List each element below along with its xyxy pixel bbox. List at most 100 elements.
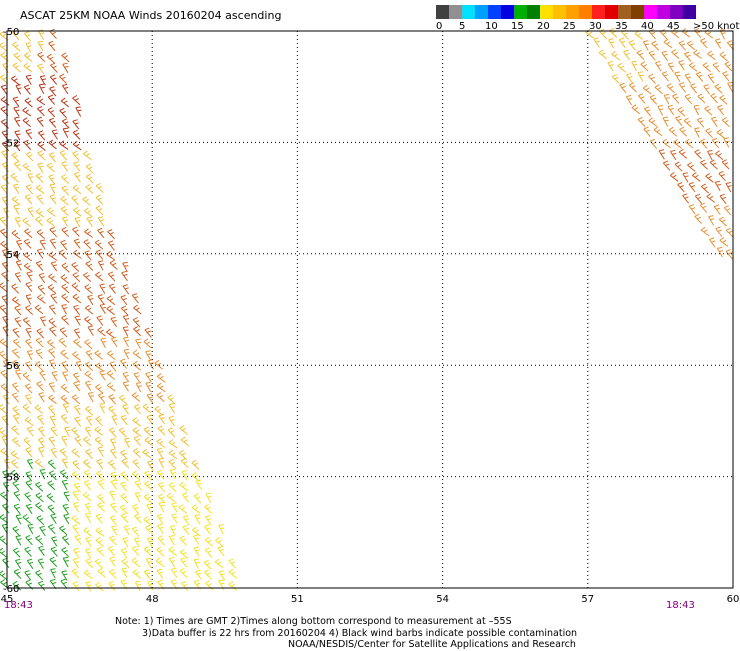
wind-barb [120, 512, 129, 523]
wind-barb [48, 348, 56, 359]
wind-barb [0, 404, 7, 414]
wind-barb [13, 106, 20, 117]
wind-barb [133, 448, 141, 459]
wind-barb [48, 152, 57, 163]
wind-barb [677, 106, 686, 117]
wind-barb [0, 228, 8, 239]
wind-barb [143, 546, 153, 556]
wind-barb [73, 249, 82, 259]
wind-barb [143, 338, 152, 349]
latitude-label: -54 [3, 250, 19, 261]
legend-label: 25 [563, 21, 576, 32]
wind-barb [723, 205, 732, 216]
wind-barb [169, 525, 177, 536]
wind-barb [22, 372, 31, 382]
wind-barb [14, 217, 21, 228]
wind-barb [631, 60, 638, 71]
wind-barb [678, 82, 686, 93]
wind-barb [49, 86, 57, 97]
wind-barb [97, 567, 106, 578]
wind-barb [61, 226, 70, 238]
wind-barb [96, 315, 104, 326]
wind-barb [36, 95, 46, 106]
wind-barb [61, 361, 69, 372]
wind-barb [25, 294, 32, 305]
wind-barb [72, 119, 80, 130]
wind-barb [85, 448, 93, 459]
wind-barb [95, 537, 105, 547]
wind-barb [12, 580, 22, 591]
wind-barb [143, 516, 153, 526]
wind-barb [85, 260, 94, 271]
wind-barb [182, 524, 190, 536]
wind-barb [60, 239, 68, 251]
wind-barb [651, 40, 660, 51]
wind-barb [725, 227, 734, 238]
wind-barb [204, 536, 213, 547]
wind-barb [75, 106, 82, 117]
wind-barb [723, 137, 730, 148]
wind-barb [667, 62, 675, 73]
wind-barb [178, 504, 188, 514]
wind-barb [60, 349, 69, 360]
wind-barb [168, 458, 177, 470]
wind-barb [143, 493, 153, 504]
wind-barb [693, 49, 703, 59]
wind-barb [671, 28, 680, 39]
wind-barb [83, 527, 92, 537]
wind-barb [39, 75, 47, 86]
wind-barb [97, 326, 106, 337]
wind-barb [23, 238, 32, 249]
wind-barb [204, 503, 213, 514]
wind-barb [61, 216, 69, 227]
wind-barb [12, 62, 21, 73]
wind-barb [688, 204, 696, 215]
wind-barb [61, 185, 70, 196]
wind-barb [181, 492, 189, 503]
wind-barb [146, 393, 154, 404]
legend-swatch [644, 5, 657, 19]
wind-barb [38, 130, 46, 141]
wind-barb [120, 294, 128, 306]
wind-barb [704, 105, 713, 116]
wind-barb [25, 327, 32, 339]
wind-barb [60, 97, 70, 108]
wind-barb [38, 272, 46, 284]
wind-barb [25, 281, 33, 293]
wind-barb [48, 470, 57, 481]
wind-barb [24, 97, 33, 108]
wind-barb [617, 62, 626, 73]
wind-barb [111, 525, 118, 536]
wind-barb [0, 184, 8, 195]
wind-barb [72, 351, 81, 361]
note-line-3: NOAA/NESDIS/Center for Satellite Applica… [288, 639, 576, 650]
wind-barb [204, 524, 211, 535]
wind-barb [156, 382, 166, 393]
wind-barb [122, 261, 129, 273]
wind-barb [118, 394, 128, 405]
longitude-label: 54 [436, 594, 449, 605]
wind-barb [631, 104, 641, 115]
wind-barb [107, 271, 116, 282]
wind-barb [0, 118, 10, 129]
wind-barb [85, 415, 93, 426]
wind-barb [49, 183, 56, 194]
wind-barb [108, 394, 116, 405]
wind-barb [2, 315, 9, 326]
wind-barb [707, 50, 716, 61]
wind-barb [121, 567, 128, 578]
wind-barb [133, 326, 142, 337]
wind-barb [653, 126, 663, 137]
legend-swatch [579, 5, 592, 19]
wind-barb [36, 328, 45, 339]
wind-barb [10, 469, 20, 480]
wind-barb [133, 304, 142, 315]
wind-barb [11, 152, 20, 163]
wind-barb [24, 416, 34, 426]
legend-swatch [462, 5, 475, 19]
wind-barb [721, 117, 731, 128]
wind-barb [74, 216, 81, 228]
wind-barb [0, 84, 8, 95]
wind-barb [82, 491, 92, 502]
wind-barb [23, 262, 33, 273]
